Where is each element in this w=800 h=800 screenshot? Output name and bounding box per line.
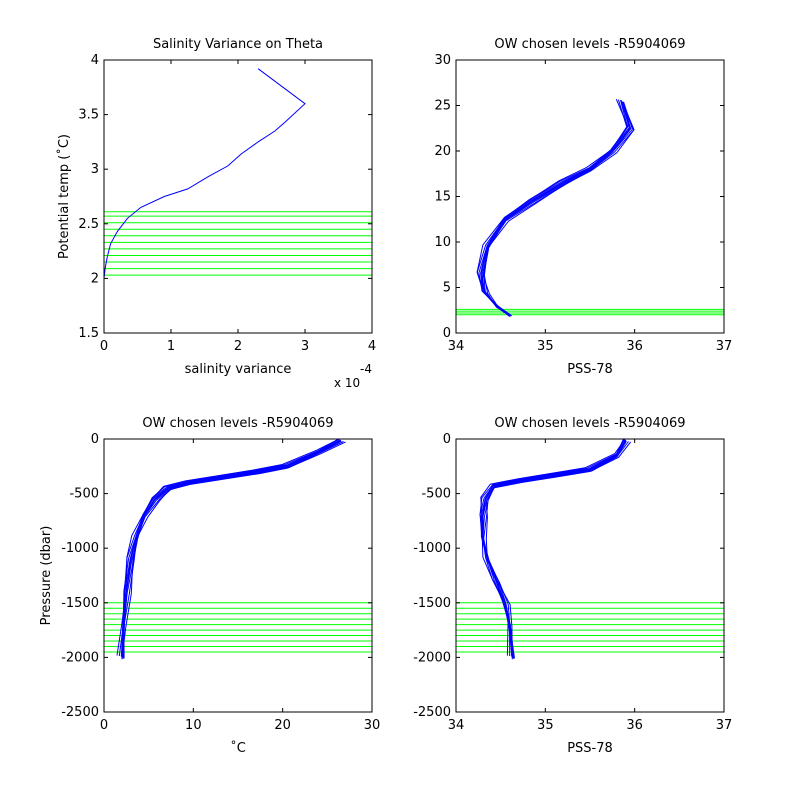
- y-tick-label: -1500: [413, 596, 451, 611]
- x-multiplier-label: x 10: [334, 376, 360, 390]
- y-tick-label: 0: [91, 432, 99, 447]
- x-tick-label: 1: [167, 339, 175, 354]
- x-tick-label: 0: [100, 718, 108, 733]
- profile-line: [481, 101, 632, 316]
- profile-line: [123, 440, 341, 659]
- x-tick-label: 20: [274, 718, 291, 733]
- profile-line: [118, 439, 340, 657]
- plot-title: OW chosen levels -R5904069: [142, 416, 333, 431]
- profile-line: [480, 100, 631, 316]
- panel-4: 34 35 36 37 0 -500 -1000 -1500 -2000 -2500 OW chos…: [413, 416, 732, 756]
- y-tick-label: -500: [421, 487, 451, 502]
- axes-frame: [103, 438, 373, 713]
- profile-line: [104, 68, 306, 279]
- profile-line: [476, 99, 629, 314]
- x-tick-label: 37: [716, 718, 733, 733]
- plot-title: OW chosen levels -R5904069: [494, 37, 685, 52]
- plot-area: [104, 68, 372, 279]
- x-axis-label: PSS-78: [567, 741, 613, 756]
- profile-line: [483, 102, 635, 317]
- y-tick-label: 20: [434, 144, 451, 159]
- x-tick-label: 35: [537, 718, 554, 733]
- y-tick-label: -1000: [413, 541, 451, 556]
- x-axis-label: salinity variance: [185, 362, 292, 377]
- y-tick-label: 5: [443, 281, 451, 296]
- x-tick-label: 0: [100, 339, 108, 354]
- x-axis-label: PSS-78: [567, 362, 613, 377]
- x-tick-label: 36: [626, 339, 643, 354]
- profile-line: [479, 439, 625, 657]
- profile-line: [479, 439, 624, 657]
- x-multiplier-exponent: -4: [360, 362, 372, 376]
- x-tick-label: 30: [364, 718, 381, 733]
- y-tick-label: -1500: [61, 596, 99, 611]
- profile-line: [485, 441, 632, 660]
- y-tick-label: 25: [434, 99, 451, 114]
- y-tick-label: 2: [91, 271, 99, 286]
- y-tick-label: 0: [443, 326, 451, 341]
- profile-line: [121, 441, 346, 660]
- y-tick-label: 1.5: [78, 326, 99, 341]
- x-tick-label: 36: [626, 718, 643, 733]
- y-tick-label: 3: [91, 162, 99, 177]
- y-tick-label: -2500: [61, 705, 99, 720]
- x-tick-label: 35: [537, 339, 554, 354]
- y-tick-label: -2000: [61, 650, 99, 665]
- profile-line: [482, 440, 627, 659]
- y-tick-label: 3.5: [78, 108, 99, 123]
- panel-3: 0 10 20 30 0 -500 -1000 -1500 -2000 -2500 OW chose…: [39, 416, 380, 756]
- profile-line: [480, 439, 626, 656]
- y-tick-label: 30: [434, 53, 451, 68]
- x-tick-label: 34: [448, 718, 465, 733]
- profile-line: [120, 439, 339, 657]
- y-tick-label: 10: [434, 235, 451, 250]
- x-tick-label: 4: [368, 339, 376, 354]
- y-tick-label: 15: [434, 190, 451, 205]
- profile-line: [116, 439, 341, 656]
- plot-title: Salinity Variance on Theta: [153, 37, 323, 52]
- profile-line: [476, 99, 628, 314]
- profile-line: [483, 101, 633, 317]
- axes-frame: [455, 59, 725, 334]
- plot-area: [456, 439, 724, 660]
- x-tick-label: 3: [301, 339, 309, 354]
- profile-line: [480, 101, 631, 316]
- profile-line: [478, 99, 629, 315]
- panel-1: 0 1 2 3 4 1.5 2 2.5 3 3.5 4 Salinity Variance on Th…: [56, 37, 376, 390]
- x-tick-label: 10: [185, 718, 202, 733]
- y-tick-label: 4: [91, 53, 99, 68]
- y-tick-label: 2.5: [78, 217, 99, 232]
- y-tick-label: -2000: [413, 650, 451, 665]
- axes-frame: [103, 59, 373, 334]
- plot-area: [104, 439, 372, 660]
- y-axis-label: Potential temp (˚C): [56, 134, 72, 259]
- y-tick-label: 0: [443, 432, 451, 447]
- y-tick-label: -2500: [413, 705, 451, 720]
- x-axis-label: ˚C: [230, 740, 246, 756]
- x-tick-label: 37: [716, 339, 733, 354]
- plot-title: OW chosen levels -R5904069: [494, 416, 685, 431]
- y-axis-label: Pressure (dbar): [39, 526, 54, 626]
- x-tick-label: 34: [448, 339, 465, 354]
- y-tick-label: -500: [69, 487, 99, 502]
- plot-area: [456, 99, 724, 317]
- profile-line: [480, 100, 630, 315]
- y-tick-label: -1000: [61, 541, 99, 556]
- profile-line: [482, 102, 635, 317]
- axes-frame: [455, 438, 725, 713]
- panel-2: 34 35 36 37 0 5 10 15 20 25 30 OW chosen levels -R5…: [434, 37, 732, 377]
- x-tick-label: 2: [234, 339, 242, 354]
